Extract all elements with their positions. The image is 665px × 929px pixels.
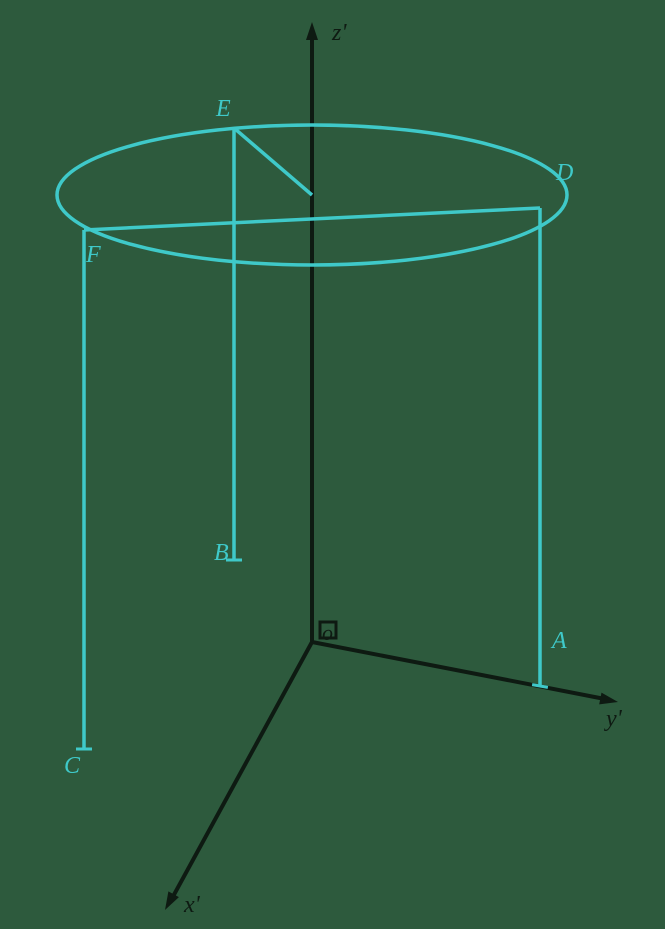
label-x-axis: x' — [183, 892, 201, 918]
label-B: B — [214, 540, 229, 566]
label-origin: o — [322, 620, 333, 645]
label-A: A — [550, 628, 567, 654]
label-C: C — [64, 753, 81, 779]
label-y-axis: y' — [604, 706, 623, 732]
label-z-axis: z' — [331, 20, 347, 46]
label-D: D — [555, 160, 573, 186]
segment-E-center — [234, 128, 312, 195]
x-axis — [170, 642, 312, 902]
label-F: F — [85, 242, 101, 268]
label-E: E — [215, 96, 231, 122]
